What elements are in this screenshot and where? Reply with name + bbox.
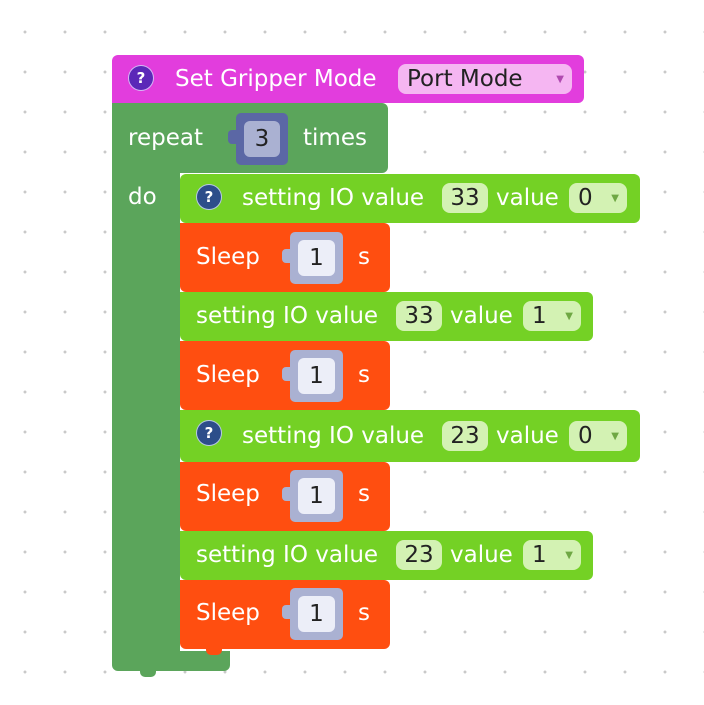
seconds-unit-label: s bbox=[358, 244, 370, 270]
io-value-dropdown[interactable]: 1 ▼ bbox=[523, 540, 581, 570]
set-gripper-mode-block[interactable]: ? Set Gripper Mode Port Mode ▼ bbox=[112, 55, 584, 103]
sleep-label: Sleep bbox=[196, 244, 260, 270]
setting-io-block[interactable]: setting IO value 23 value 1 ▼ bbox=[180, 531, 593, 580]
sleep-label: Sleep bbox=[196, 362, 260, 388]
set-gripper-mode-label: Set Gripper Mode bbox=[175, 66, 377, 92]
io-value: 1 bbox=[532, 542, 547, 568]
io-value: 1 bbox=[532, 303, 547, 329]
times-label: times bbox=[303, 125, 367, 151]
block-notch bbox=[206, 649, 222, 655]
repeat-count-field[interactable]: 3 bbox=[244, 121, 280, 157]
chevron-down-icon: ▼ bbox=[556, 74, 564, 85]
sleep-block[interactable]: Sleep 1 s bbox=[180, 580, 390, 649]
socket-tab bbox=[282, 487, 291, 501]
port-mode-dropdown[interactable]: Port Mode ▼ bbox=[398, 64, 572, 94]
sleep-seconds-field[interactable]: 1 bbox=[298, 478, 335, 514]
io-value-dropdown[interactable]: 0 ▼ bbox=[569, 421, 627, 451]
io-value-dropdown[interactable]: 0 ▼ bbox=[569, 183, 627, 213]
socket-tab bbox=[282, 605, 291, 619]
sleep-block[interactable]: Sleep 1 s bbox=[180, 462, 390, 531]
io-pin-field[interactable]: 23 bbox=[396, 540, 442, 570]
help-icon[interactable]: ? bbox=[197, 185, 221, 209]
socket-tab bbox=[228, 130, 237, 144]
chevron-down-icon: ▼ bbox=[611, 193, 619, 204]
repeat-block-header[interactable]: repeat 3 times bbox=[112, 103, 388, 173]
setting-io-label: setting IO value bbox=[196, 303, 379, 329]
io-value: 0 bbox=[578, 185, 593, 211]
port-mode-value: Port Mode bbox=[407, 66, 523, 92]
seconds-unit-label: s bbox=[358, 600, 370, 626]
help-icon[interactable]: ? bbox=[197, 421, 221, 445]
setting-io-block[interactable]: ? setting IO value 23 value 0 ▼ bbox=[180, 410, 640, 462]
sleep-seconds-field[interactable]: 1 bbox=[298, 358, 335, 394]
do-label: do bbox=[128, 184, 157, 210]
chevron-down-icon: ▼ bbox=[565, 311, 573, 322]
value-label: value bbox=[450, 542, 513, 568]
setting-io-label: setting IO value bbox=[242, 423, 425, 449]
repeat-label: repeat bbox=[128, 125, 203, 151]
chevron-down-icon: ▼ bbox=[611, 431, 619, 442]
help-icon[interactable]: ? bbox=[129, 66, 153, 90]
setting-io-block[interactable]: setting IO value 33 value 1 ▼ bbox=[180, 292, 593, 341]
sleep-block[interactable]: Sleep 1 s bbox=[180, 223, 390, 292]
io-value: 0 bbox=[578, 423, 593, 449]
value-label: value bbox=[496, 185, 559, 211]
setting-io-label: setting IO value bbox=[242, 185, 425, 211]
seconds-unit-label: s bbox=[358, 362, 370, 388]
chevron-down-icon: ▼ bbox=[565, 550, 573, 561]
io-pin-field[interactable]: 33 bbox=[442, 183, 488, 213]
repeat-block-footer bbox=[112, 651, 230, 671]
seconds-unit-label: s bbox=[358, 481, 370, 507]
sleep-block[interactable]: Sleep 1 s bbox=[180, 341, 390, 410]
value-label: value bbox=[496, 423, 559, 449]
block-notch bbox=[140, 671, 156, 677]
socket-tab bbox=[282, 249, 291, 263]
sleep-seconds-field[interactable]: 1 bbox=[298, 240, 335, 276]
io-pin-field[interactable]: 23 bbox=[442, 421, 488, 451]
io-value-dropdown[interactable]: 1 ▼ bbox=[523, 301, 581, 331]
setting-io-label: setting IO value bbox=[196, 542, 379, 568]
repeat-block-body: do bbox=[112, 173, 180, 651]
value-label: value bbox=[450, 303, 513, 329]
setting-io-block[interactable]: ? setting IO value 33 value 0 ▼ bbox=[180, 174, 640, 223]
sleep-label: Sleep bbox=[196, 481, 260, 507]
socket-tab bbox=[282, 367, 291, 381]
sleep-seconds-field[interactable]: 1 bbox=[298, 596, 335, 632]
sleep-label: Sleep bbox=[196, 600, 260, 626]
io-pin-field[interactable]: 33 bbox=[396, 301, 442, 331]
